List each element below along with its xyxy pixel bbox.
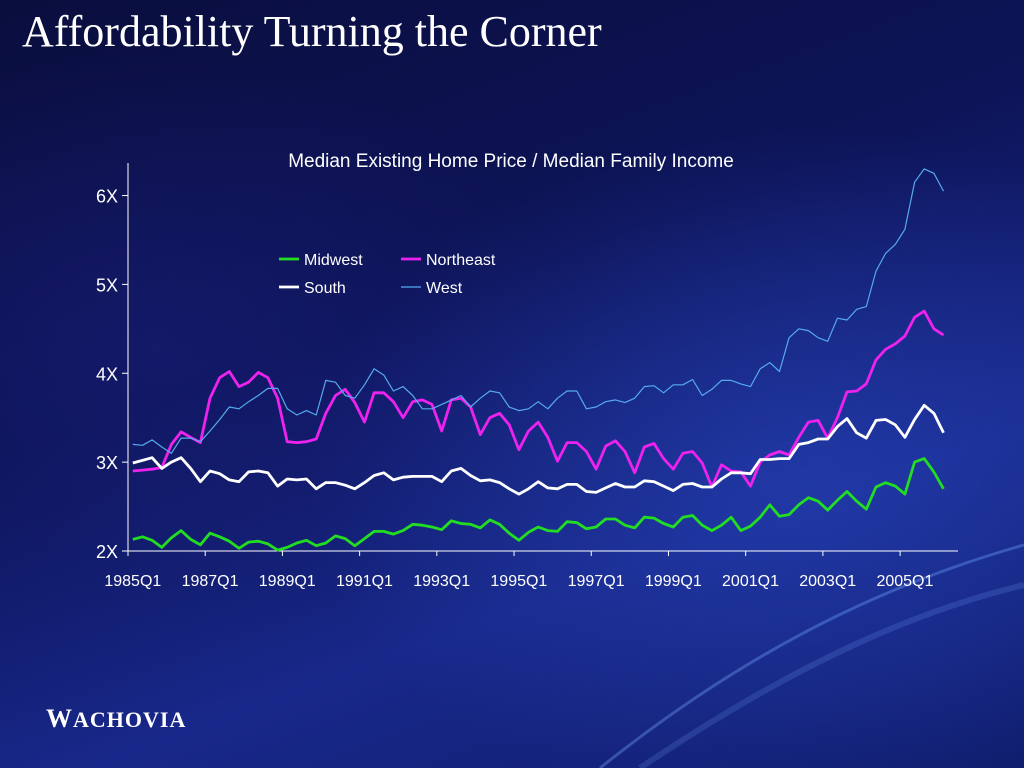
- x-tick-label: 2003Q1: [799, 573, 856, 590]
- slide-title: Affordability Turning the Corner: [22, 7, 602, 56]
- y-tick-label: 3X: [96, 453, 118, 473]
- series-line-west: [132, 168, 945, 454]
- y-tick-label: 4X: [96, 364, 118, 384]
- legend-label-west: West: [426, 280, 463, 297]
- chart-title: Median Existing Home Price / Median Fami…: [288, 151, 734, 172]
- x-tick-label: 1985Q1: [104, 573, 161, 590]
- x-tick-label: 1987Q1: [182, 573, 239, 590]
- y-tick-label: 6X: [96, 187, 118, 207]
- legend-label-south: South: [304, 280, 346, 297]
- y-tick-label: 5X: [96, 275, 118, 295]
- series-line-midwest: [132, 457, 945, 552]
- wachovia-logo: WACHOVIA: [46, 704, 186, 734]
- x-tick-label: 1999Q1: [645, 573, 702, 590]
- legend-label-midwest: Midwest: [304, 252, 363, 269]
- logo-initial: W: [46, 704, 73, 733]
- series-line-south: [132, 403, 945, 496]
- x-tick-label: 2001Q1: [722, 573, 779, 590]
- x-tick-label: 1989Q1: [259, 573, 316, 590]
- x-tick-label: 1993Q1: [413, 573, 470, 590]
- x-tick-label: 1995Q1: [490, 573, 547, 590]
- legend-label-northeast: Northeast: [426, 252, 496, 269]
- logo-rest: ACHOVIA: [73, 707, 187, 732]
- x-tick-label: 2005Q1: [876, 573, 933, 590]
- x-tick-label: 1997Q1: [568, 573, 625, 590]
- x-tick-label: 1991Q1: [336, 573, 393, 590]
- series-line-northeast: [132, 309, 945, 489]
- y-tick-label: 2X: [96, 542, 118, 562]
